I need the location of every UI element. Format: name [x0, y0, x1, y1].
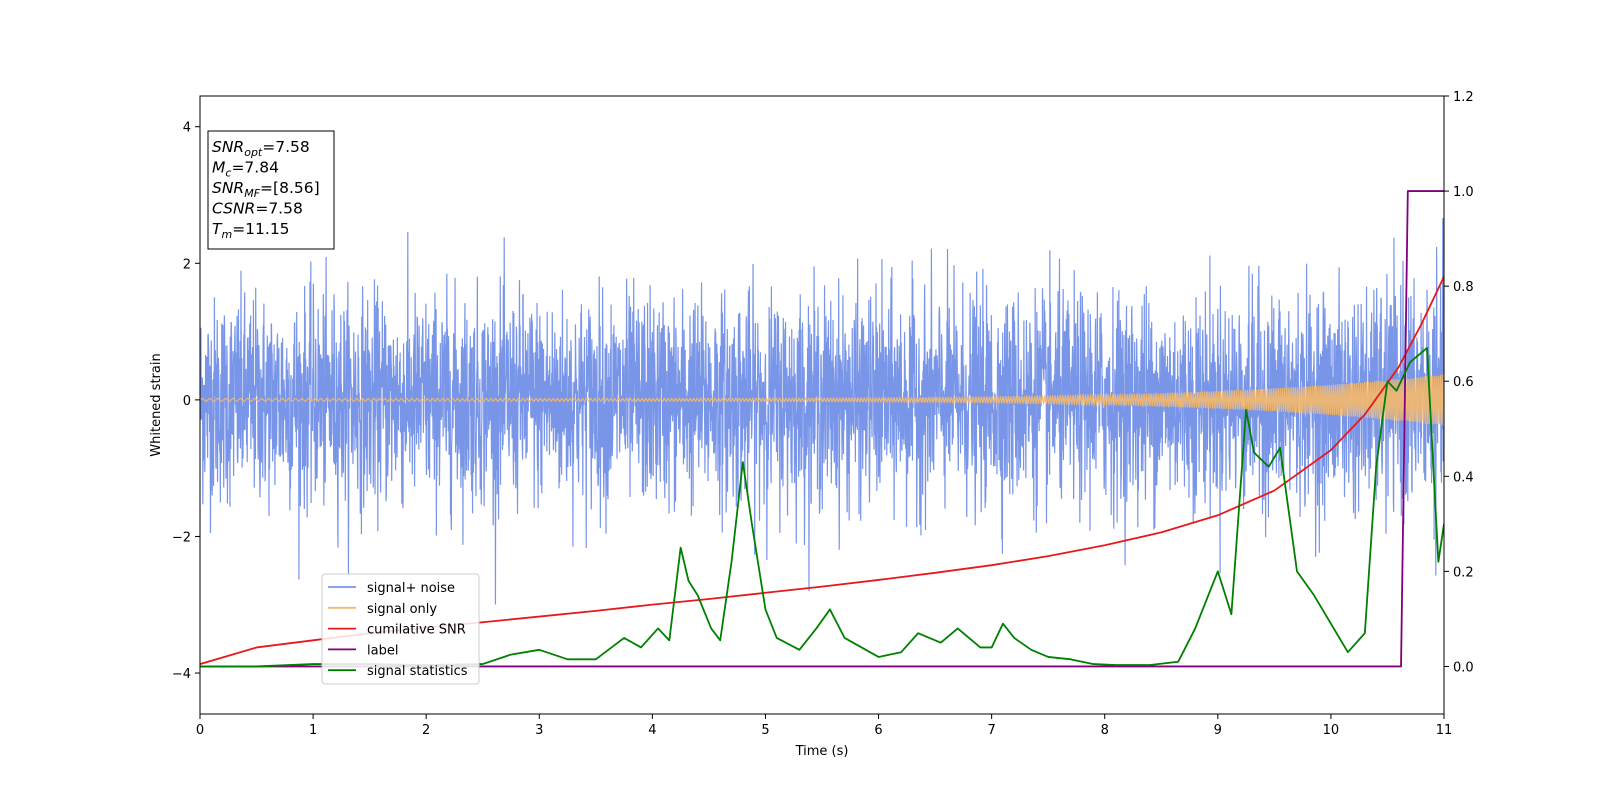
- legend-label: label: [367, 643, 398, 658]
- legend-label: signal only: [367, 602, 437, 617]
- x-tick-label: 11: [1436, 723, 1453, 738]
- x-tick-label: 2: [422, 723, 430, 738]
- legend-label: cumilative SNR: [367, 623, 466, 638]
- y2-tick-label: 0.8: [1453, 280, 1474, 295]
- x-tick-label: 8: [1101, 723, 1109, 738]
- info-line: Mc=7.84: [212, 159, 279, 180]
- info-line: Tm=11.15: [212, 220, 290, 241]
- y2-tick-label: 0.4: [1453, 470, 1474, 485]
- y-tick-label: −2: [172, 530, 191, 545]
- y2-tick-label: 1.2: [1453, 90, 1474, 105]
- info-line: CSNR=7.58: [212, 200, 303, 218]
- legend-frame: [321, 573, 480, 685]
- x-tick-label: 9: [1214, 723, 1222, 738]
- series-signal-only: [200, 374, 1444, 426]
- series-label: [200, 190, 1444, 668]
- info-box-frame: [207, 130, 335, 250]
- y-axis-left: −4 −2 0 2 4: [172, 121, 200, 682]
- y-axis-label: Whitened strain: [149, 353, 164, 456]
- y-tick-label: 2: [183, 257, 191, 272]
- x-tick-label: 1: [309, 723, 317, 738]
- x-tick-label: 5: [761, 723, 769, 738]
- y-tick-label: 0: [183, 394, 191, 409]
- y-tick-label: −4: [172, 667, 191, 682]
- y-tick-label: 4: [183, 121, 191, 136]
- x-axis-label: Time (s): [795, 744, 849, 759]
- x-tick-label: 7: [987, 723, 995, 738]
- legend-label: signal+ noise: [367, 581, 455, 596]
- x-tick-label: 6: [874, 723, 882, 738]
- x-axis: 0 1 2 3 4 5 6 7 8 9 10 11: [196, 714, 1452, 738]
- y2-tick-label: 1.0: [1453, 185, 1474, 200]
- x-tick-label: 3: [535, 723, 543, 738]
- y2-tick-label: 0.2: [1453, 565, 1474, 580]
- y2-tick-label: 0.6: [1453, 375, 1474, 390]
- legend-label: signal statistics: [367, 664, 468, 679]
- x-tick-label: 10: [1323, 723, 1340, 738]
- x-tick-label: 0: [196, 723, 204, 738]
- legend: signal+ noise signal only cumilative SNR la…: [321, 573, 480, 685]
- y-axis-right: 0.0 0.2 0.4 0.6 0.8 1.0 1.2: [1444, 90, 1474, 675]
- series-signal-statistics: [200, 347, 1444, 668]
- plot-frame: [199, 95, 1445, 715]
- info-line: SNRopt=7.58: [212, 138, 310, 159]
- y2-tick-label: 0.0: [1453, 660, 1474, 675]
- info-line: SNRMF=[8.56]: [212, 179, 320, 200]
- x-tick-label: 4: [648, 723, 656, 738]
